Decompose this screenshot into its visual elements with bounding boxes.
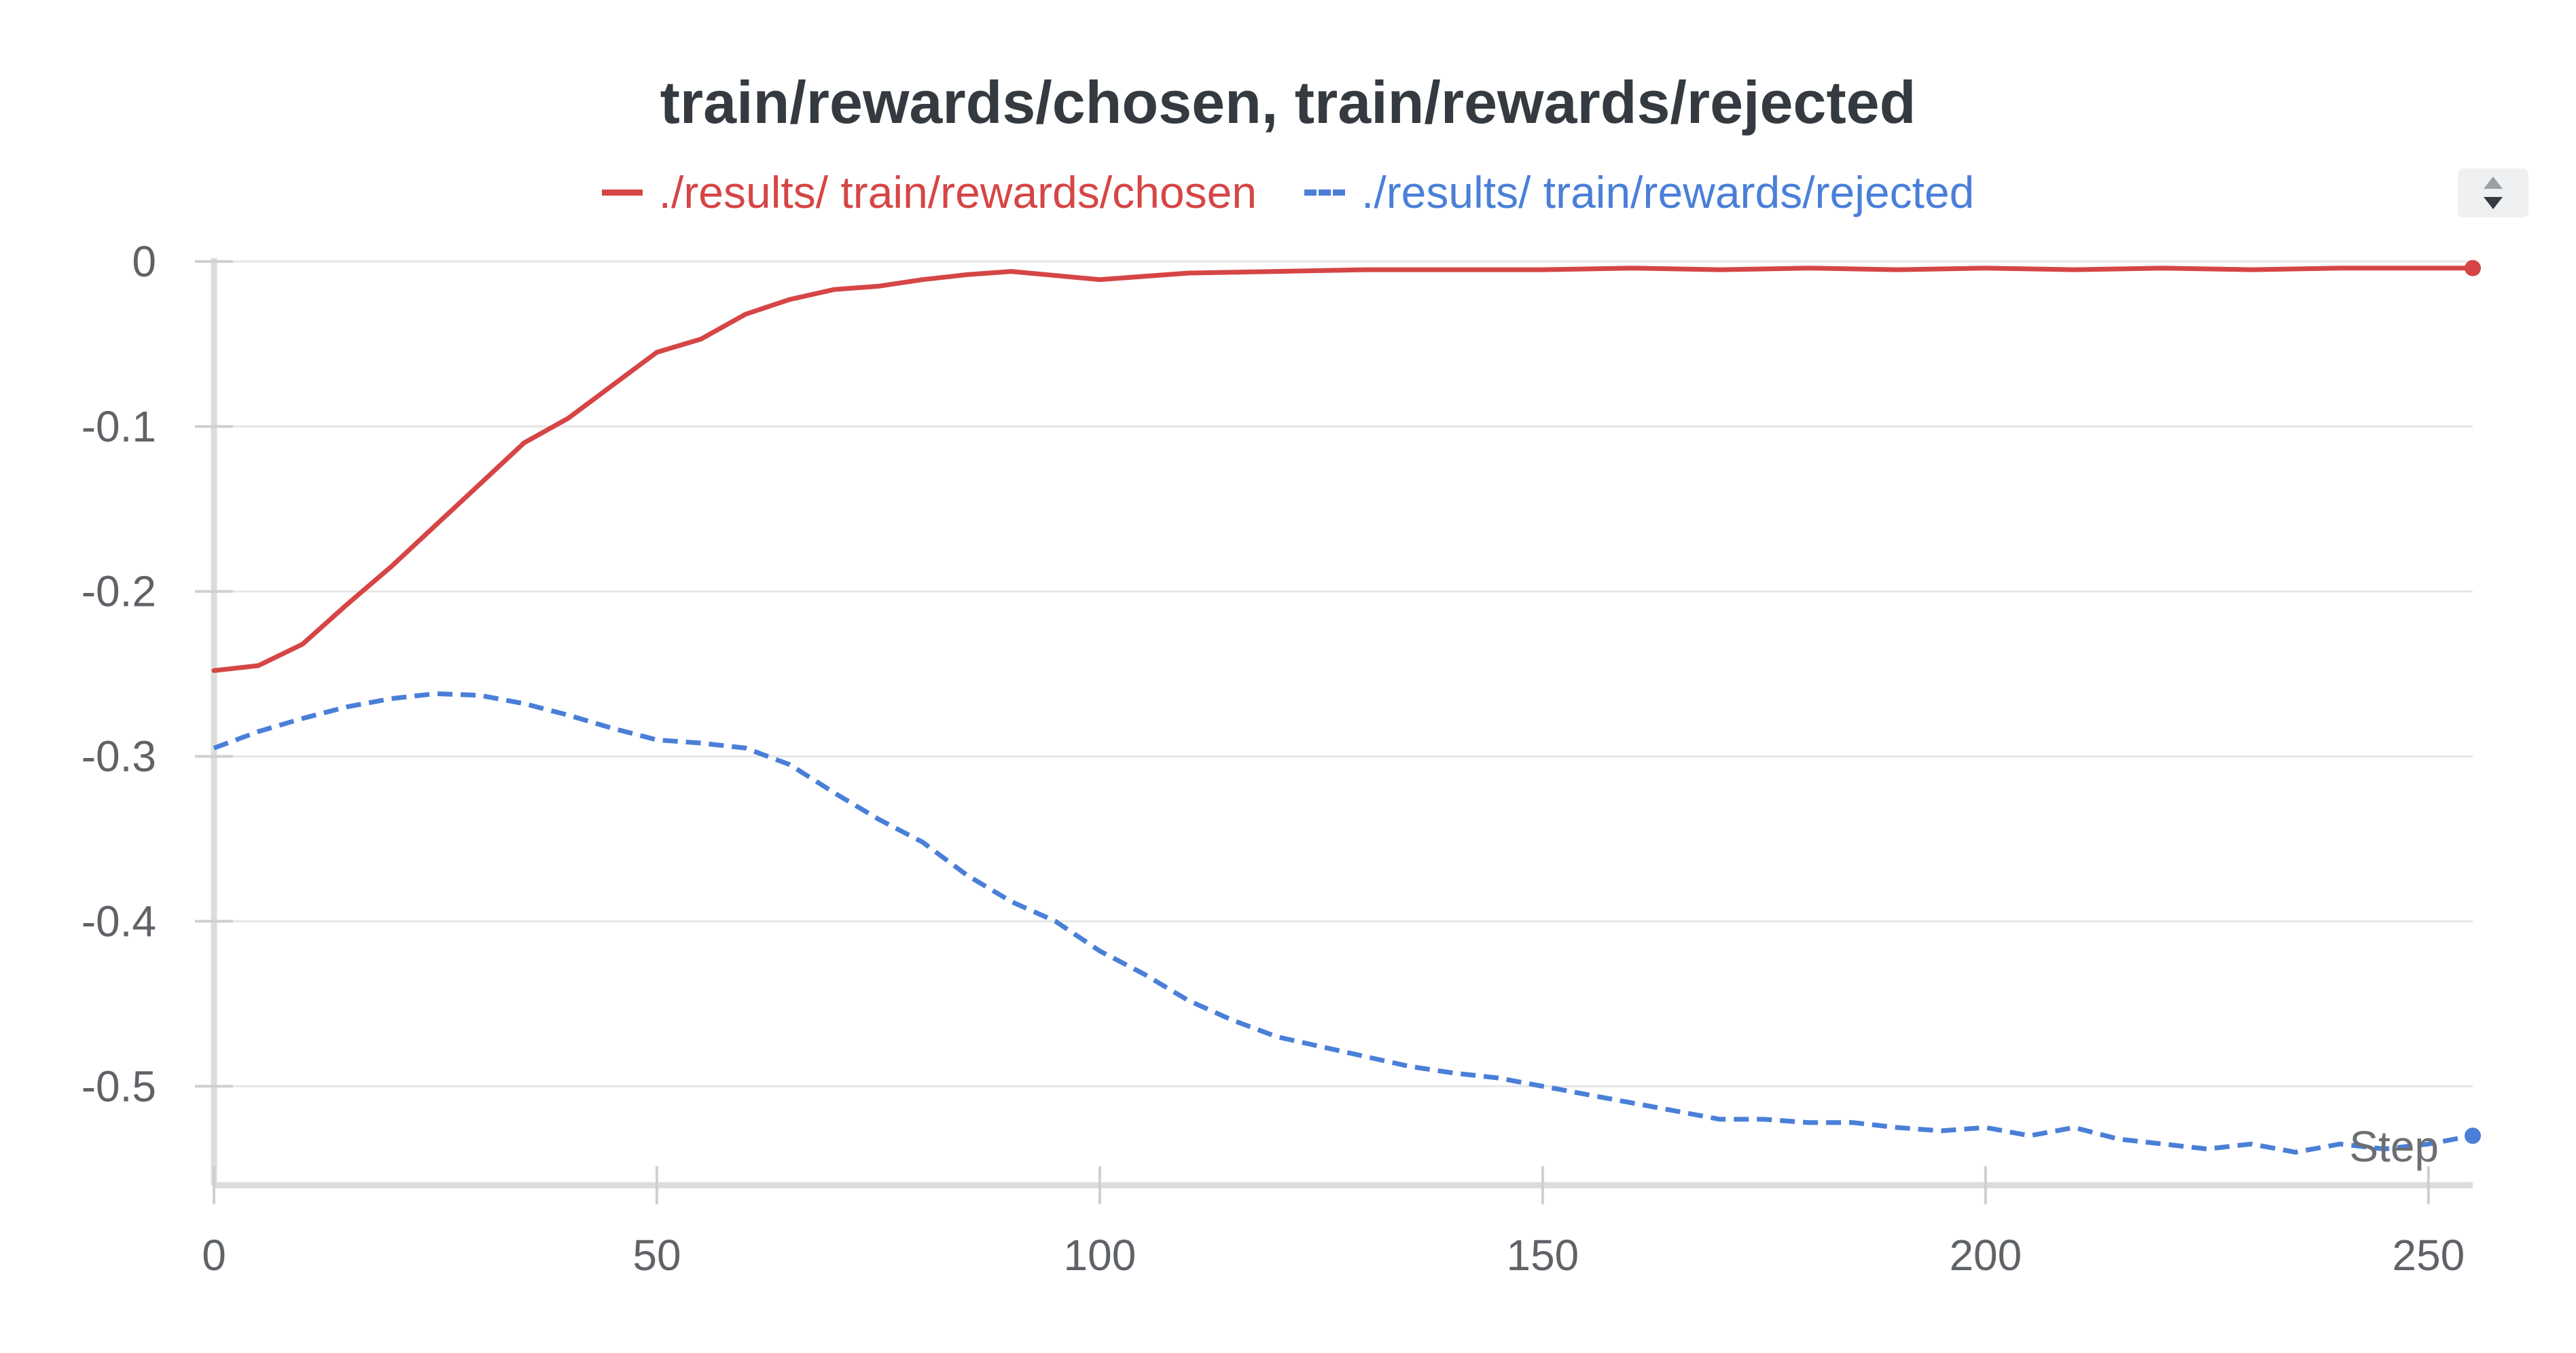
- x-axis-label: Step: [2349, 1122, 2439, 1171]
- x-tick-label: 250: [2392, 1231, 2465, 1280]
- chart-title: train/rewards/chosen, train/rewards/reje…: [660, 69, 1916, 136]
- y-tick-label: -0.4: [82, 897, 156, 945]
- x-tick-label: 0: [202, 1231, 226, 1280]
- x-tick-label: 150: [1506, 1231, 1579, 1280]
- legend-label-rejected: ./results/ train/rewards/rejected: [1361, 167, 1975, 217]
- x-tick-label: 50: [632, 1231, 681, 1280]
- legend-swatch-rejected: [1304, 189, 1346, 196]
- y-tick-label: -0.1: [82, 402, 156, 451]
- y-tick-label: 0: [132, 237, 156, 286]
- y-tick-label: -0.3: [82, 732, 156, 781]
- series-endpoint-chosen[interactable]: [2465, 259, 2481, 276]
- legend-item-rejected[interactable]: ./results/ train/rewards/rejected: [1304, 166, 1974, 218]
- series-endpoint-rejected[interactable]: [2465, 1128, 2481, 1144]
- legend-swatch-chosen: [601, 189, 643, 196]
- x-tick-label: 100: [1064, 1231, 1137, 1280]
- chevron-down-icon[interactable]: [2484, 197, 2503, 209]
- y-tick-label: -0.2: [82, 567, 156, 616]
- axes: [211, 258, 2473, 1189]
- series-line-rejected[interactable]: [213, 691, 2473, 1155]
- chevron-up-icon[interactable]: [2484, 177, 2503, 189]
- series-lines: [211, 259, 2481, 1155]
- legend-scroll-arrows[interactable]: [2458, 168, 2528, 217]
- grid-lines: [214, 260, 2473, 1087]
- legend-label-chosen: ./results/ train/rewards/chosen: [658, 167, 1257, 217]
- legend: ./results/ train/rewards/chosen ./result…: [0, 166, 2576, 218]
- series-line-chosen[interactable]: [211, 266, 2475, 673]
- legend-item-chosen[interactable]: ./results/ train/rewards/chosen: [601, 166, 1257, 218]
- x-axis-ticks: 0 50 100 150 200 250: [202, 1166, 2465, 1280]
- y-tick-label: -0.5: [82, 1062, 156, 1111]
- y-axis-ticks: 0 -0.1 -0.2 -0.3 -0.4 -0.5: [82, 237, 233, 1111]
- x-tick-label: 200: [1949, 1231, 2022, 1280]
